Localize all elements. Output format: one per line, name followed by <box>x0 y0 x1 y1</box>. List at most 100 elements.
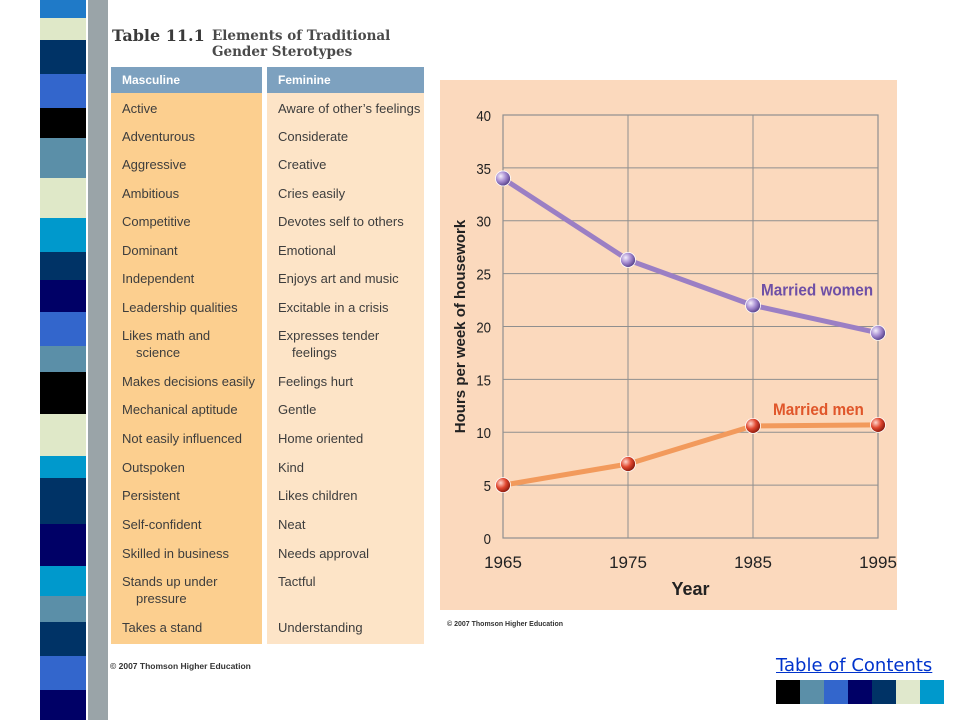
stripe-block <box>40 346 86 372</box>
feminine-trait-text: Considerate <box>278 129 349 144</box>
data-point <box>745 297 761 314</box>
masculine-trait: Skilled in business <box>122 545 229 562</box>
masculine-trait-text: Aggressive <box>122 157 187 172</box>
data-point <box>495 170 511 187</box>
feminine-trait: Home oriented <box>278 430 363 447</box>
masculine-trait-text: Adventurous <box>122 129 195 144</box>
masculine-trait: Active <box>122 100 157 117</box>
feminine-trait: Enjoys art and music <box>278 270 399 287</box>
masculine-trait: Stands up under pressure <box>122 573 217 607</box>
masculine-trait-text: Dominant <box>122 243 178 258</box>
stripe-block <box>40 40 86 74</box>
masculine-trait: Makes decisions easily <box>122 373 255 390</box>
feminine-trait-text: Enjoys art and music <box>278 271 399 286</box>
masculine-trait: Ambitious <box>122 185 179 202</box>
masculine-trait-text: Active <box>122 101 158 116</box>
feminine-trait-text: Devotes self to others <box>278 214 404 229</box>
stripe-block <box>40 0 86 18</box>
feminine-trait: Considerate <box>278 128 348 145</box>
decorative-side-stripe <box>0 0 110 720</box>
masculine-trait: Outspoken <box>122 459 185 476</box>
masculine-trait-text: Persistent <box>122 488 180 503</box>
masculine-list: Active Adventurous Aggressive Ambitious Comp… <box>111 93 262 644</box>
feminine-trait: Excitable in a crisis <box>278 299 389 316</box>
masculine-header: Masculine <box>111 67 262 93</box>
stripe-block <box>40 622 86 656</box>
masculine-column: Masculine Active Adventurous Aggressive Amb… <box>111 67 262 644</box>
masculine-trait-text: Ambitious <box>122 186 180 201</box>
masculine-trait-text: Makes decisions easily <box>122 374 255 389</box>
stripe-block <box>40 178 86 218</box>
stripe-block <box>40 690 86 720</box>
data-point <box>870 416 886 433</box>
feminine-trait-text: Feelings hurt <box>278 374 354 389</box>
x-tick-label: 1975 <box>609 553 647 572</box>
y-tick-label: 35 <box>476 160 491 177</box>
feminine-trait-text: Emotional <box>278 243 336 258</box>
feminine-trait: Kind <box>278 459 304 476</box>
masculine-trait: Leadership qualities <box>122 299 238 316</box>
masculine-trait-text: Stands up under <box>122 574 218 589</box>
feminine-trait: Neat <box>278 516 305 533</box>
data-point <box>620 251 636 268</box>
masculine-trait-text: Independent <box>122 271 195 286</box>
feminine-trait: Emotional <box>278 242 336 259</box>
feminine-trait-text: feelings <box>292 345 337 360</box>
y-tick-label: 20 <box>476 319 491 336</box>
feminine-trait: Understanding <box>278 619 363 636</box>
table-number: Table 11.1 <box>112 26 205 45</box>
feminine-trait: Likes children <box>278 487 358 504</box>
feminine-trait: Expresses tender feelings <box>278 327 379 361</box>
x-axis-label: Year <box>671 579 709 599</box>
stripe-block <box>40 566 86 596</box>
table-of-contents-link[interactable]: Table of Contents <box>776 655 933 676</box>
stripe-block <box>40 18 86 40</box>
table-title-line2: Gender Sterotypes <box>212 44 353 60</box>
masculine-trait-text: Takes a stand <box>122 620 203 635</box>
stripe-block <box>40 414 86 456</box>
feminine-trait-text: Cries easily <box>278 186 346 201</box>
masculine-trait-text: Self-confident <box>122 517 202 532</box>
stripe-block <box>40 108 86 138</box>
stripe-block <box>40 280 86 312</box>
footer-color-square <box>776 680 800 704</box>
housework-line-chart: 0 5 10 15 20 25 30 35 40 1965 1975 1985 1995 Year Hour… <box>452 107 897 599</box>
y-tick-label: 25 <box>476 266 491 283</box>
chart-copyright: © 2007 Thomson Higher Education <box>447 621 564 628</box>
feminine-trait-text: Creative <box>278 157 327 172</box>
feminine-trait-text: Expresses tender <box>278 328 380 343</box>
y-axis-label: Hours per week of housework <box>452 219 469 433</box>
feminine-column: Feminine Aware of other’s feelings Consid… <box>267 67 424 644</box>
masculine-trait: Dominant <box>122 242 178 259</box>
stripe-block <box>40 456 86 478</box>
data-point <box>870 324 886 341</box>
series-label-married-women: Married women <box>761 281 873 300</box>
stripe-block <box>40 478 86 524</box>
feminine-trait: Needs approval <box>278 545 369 562</box>
feminine-trait: Devotes self to others <box>278 213 404 230</box>
stripe-block <box>40 138 86 178</box>
y-tick-label: 10 <box>476 424 491 441</box>
y-tick-label: 30 <box>476 213 491 230</box>
footer-color-square <box>848 680 872 704</box>
feminine-trait-text: Gentle <box>278 402 317 417</box>
feminine-trait-text: Kind <box>278 460 305 475</box>
masculine-trait: Competitive <box>122 213 191 230</box>
table-title-line1: Elements of Traditional <box>212 28 391 44</box>
footer-color-square <box>920 680 944 704</box>
feminine-trait: Tactful <box>278 573 316 590</box>
stripe-block <box>40 252 86 280</box>
stripe-spine <box>88 0 108 720</box>
series-line-1 <box>500 422 881 488</box>
table-caption: Table 11.1 Elements of Traditional Gende… <box>112 26 432 66</box>
stripe-block <box>40 74 86 108</box>
masculine-trait: Likes math and science <box>122 327 210 361</box>
stripe-edge <box>0 0 40 720</box>
masculine-trait: Independent <box>122 270 194 287</box>
masculine-trait: Self-confident <box>122 516 202 533</box>
masculine-trait: Aggressive <box>122 156 186 173</box>
feminine-trait: Feelings hurt <box>278 373 353 390</box>
data-point <box>620 456 636 472</box>
data-point <box>495 477 511 494</box>
feminine-trait-text: Home oriented <box>278 431 364 446</box>
